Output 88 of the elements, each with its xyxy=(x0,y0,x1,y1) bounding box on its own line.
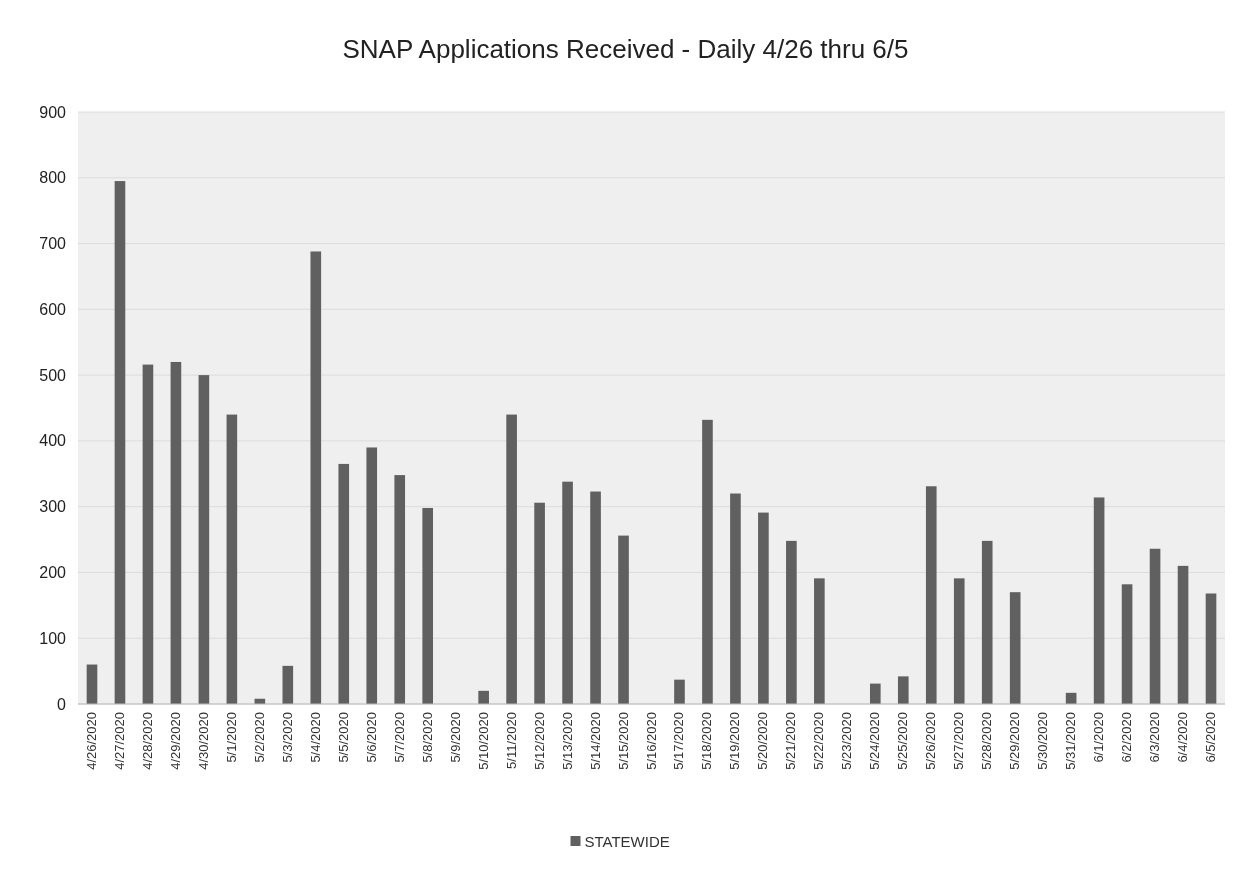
bar xyxy=(1009,592,1021,704)
x-tick-label: 4/27/2020 xyxy=(111,712,127,770)
x-tick-label: 6/1/2020 xyxy=(1091,712,1107,763)
x-tick-label: 6/3/2020 xyxy=(1147,712,1163,763)
bar xyxy=(1149,548,1161,704)
bar xyxy=(897,676,909,704)
x-tick-label: 4/30/2020 xyxy=(195,712,211,770)
x-tick-label: 5/7/2020 xyxy=(391,712,407,763)
x-tick-label: 5/26/2020 xyxy=(923,712,939,770)
bar xyxy=(226,414,238,704)
bar xyxy=(170,361,182,704)
x-tick-label: 4/26/2020 xyxy=(83,712,99,770)
x-tick-label: 5/18/2020 xyxy=(699,712,715,770)
bar xyxy=(925,486,937,704)
x-tick-label: 5/20/2020 xyxy=(755,712,771,770)
x-tick-label: 5/11/2020 xyxy=(503,712,519,769)
bar xyxy=(562,481,573,704)
y-tick-label: 800 xyxy=(39,169,67,187)
x-tick-label: 5/8/2020 xyxy=(419,712,435,763)
bar xyxy=(142,364,154,704)
x-tick-label: 5/23/2020 xyxy=(839,712,855,770)
bar xyxy=(758,512,769,704)
x-tick-label: 5/5/2020 xyxy=(335,712,351,763)
x-tick-label: 5/10/2020 xyxy=(475,712,491,770)
x-tick-label: 5/30/2020 xyxy=(1035,712,1051,770)
x-tick-label: 4/29/2020 xyxy=(167,712,183,770)
bar xyxy=(114,181,126,704)
x-tick-label: 5/29/2020 xyxy=(1007,712,1023,770)
bar xyxy=(506,414,517,704)
bar xyxy=(478,690,489,704)
x-tick-label: 5/6/2020 xyxy=(363,712,379,763)
bar xyxy=(590,491,601,704)
x-tick-label: 5/19/2020 xyxy=(727,712,743,770)
bar xyxy=(282,665,294,704)
bar xyxy=(534,502,545,704)
x-tick-label: 5/2/2020 xyxy=(251,712,267,763)
bar xyxy=(198,375,210,704)
bar xyxy=(338,463,350,704)
bar xyxy=(394,475,406,704)
bar xyxy=(702,419,713,704)
bar xyxy=(86,664,98,704)
bar xyxy=(869,683,881,704)
bar xyxy=(730,493,741,704)
chart-title: SNAP Applications Received - Daily 4/26 thru 6/5 xyxy=(342,34,909,64)
bar xyxy=(953,578,965,704)
x-tick-label: 5/14/2020 xyxy=(587,712,603,770)
x-tick-label: 5/24/2020 xyxy=(867,712,883,770)
x-tick-label: 5/15/2020 xyxy=(615,712,631,770)
x-tick-label: 5/4/2020 xyxy=(307,712,323,763)
x-tick-label: 5/3/2020 xyxy=(279,712,295,763)
x-tick-label: 5/1/2020 xyxy=(223,712,239,763)
x-tick-label: 5/17/2020 xyxy=(671,712,687,770)
bar xyxy=(814,578,825,704)
bar xyxy=(786,540,797,704)
x-tick-label: 6/4/2020 xyxy=(1175,712,1191,763)
y-tick-label: 0 xyxy=(57,695,67,713)
bar xyxy=(1205,593,1217,704)
y-tick-label: 100 xyxy=(39,629,67,647)
x-tick-label: 5/31/2020 xyxy=(1063,712,1079,770)
x-tick-label: 6/2/2020 xyxy=(1119,712,1135,763)
bar xyxy=(674,679,685,704)
legend-label: STATEWIDE xyxy=(584,833,670,851)
bar xyxy=(981,540,993,704)
x-tick-label: 5/9/2020 xyxy=(447,712,463,763)
y-tick-label: 200 xyxy=(39,564,67,582)
x-tick-label: 5/22/2020 xyxy=(811,712,827,770)
x-tick-label: 5/25/2020 xyxy=(895,712,911,770)
bar xyxy=(366,447,378,704)
bar xyxy=(1177,565,1189,704)
y-tick-label: 600 xyxy=(39,300,67,318)
bar xyxy=(422,507,434,704)
x-tick-label: 5/12/2020 xyxy=(531,712,547,770)
bar xyxy=(1093,497,1105,704)
x-tick-label: 5/16/2020 xyxy=(643,712,659,770)
x-tick-label: 5/13/2020 xyxy=(559,712,575,770)
y-tick-label: 400 xyxy=(39,432,67,450)
bar xyxy=(618,535,629,704)
x-tick-label: 5/27/2020 xyxy=(951,712,967,770)
bar xyxy=(310,251,322,704)
x-tick-label: 4/28/2020 xyxy=(139,712,155,770)
bar xyxy=(1121,584,1133,704)
y-tick-label: 900 xyxy=(39,103,67,121)
x-tick-label: 6/5/2020 xyxy=(1203,712,1219,763)
y-tick-label: 700 xyxy=(39,235,67,253)
x-tick-label: 5/21/2020 xyxy=(783,712,799,770)
x-tick-label: 5/28/2020 xyxy=(979,712,995,770)
y-tick-label: 500 xyxy=(39,366,67,384)
y-tick-label: 300 xyxy=(39,498,67,516)
